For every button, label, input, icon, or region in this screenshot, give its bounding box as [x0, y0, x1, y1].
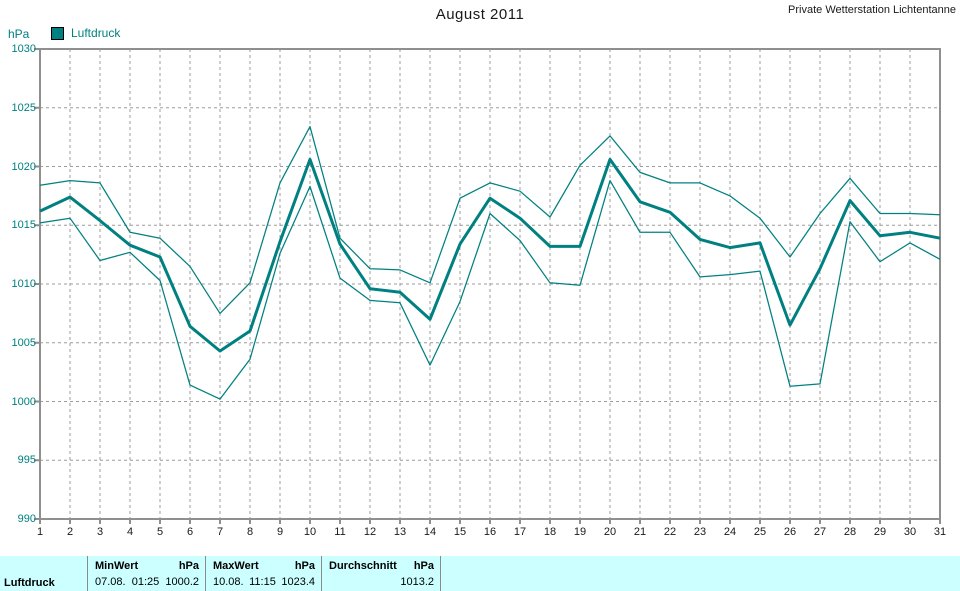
y-tick-label: 1000 — [11, 395, 36, 408]
x-tick-label: 31 — [933, 526, 947, 538]
summary-col-min: MinWert hPa 07.08. 01:25 1000.2 — [88, 556, 206, 591]
series-line-max — [39, 125, 941, 315]
x-tick-label: 8 — [246, 526, 254, 538]
x-tick-label: 27 — [813, 526, 827, 538]
pressure-chart — [34, 48, 941, 524]
x-tick-label: 26 — [783, 526, 797, 538]
y-tick-label: 1030 — [11, 43, 36, 55]
x-tick-label: 13 — [393, 526, 407, 538]
x-tick-label: 12 — [363, 526, 377, 538]
x-tick-label: 20 — [603, 526, 617, 538]
legend-swatch-icon — [51, 26, 64, 40]
x-tick-label: 23 — [693, 526, 707, 538]
x-tick-label: 5 — [156, 526, 164, 538]
x-tick-label: 14 — [423, 526, 437, 538]
x-tick-label: 11 — [334, 526, 346, 538]
x-tick-label: 21 — [633, 526, 647, 538]
x-tick-label: 29 — [873, 526, 887, 538]
max-header: MaxWert — [213, 559, 259, 572]
x-tick-label: 2 — [66, 526, 74, 538]
y-axis-unit-label: hPa — [8, 27, 30, 41]
x-tick-label: 17 — [513, 526, 527, 538]
x-tick-label: 10 — [303, 526, 317, 538]
x-tick-label: 3 — [96, 526, 104, 538]
legend: Luftdruck — [51, 26, 120, 40]
min-date: 07.08. — [95, 575, 126, 588]
max-value: 1023.4 — [281, 575, 315, 588]
x-tick-label: 16 — [483, 526, 497, 538]
x-tick-label: 25 — [753, 526, 767, 538]
max-date: 10.08. — [213, 575, 244, 588]
min-header: MinWert — [95, 559, 139, 572]
y-tick-label: 990 — [17, 513, 36, 525]
min-value: 1000.2 — [165, 575, 199, 588]
min-time: 01:25 — [131, 575, 160, 588]
page-title: August 2011 — [435, 6, 525, 23]
summary-table: Luftdruck MinWert hPa 07.08. 01:25 1000.… — [0, 556, 960, 591]
avg-header: Durchschnitt — [329, 559, 397, 572]
station-name: Private Wetterstation Lichtentanne — [788, 4, 956, 16]
series-line-min — [39, 179, 941, 400]
summary-col-max: MaxWert hPa 10.08. 11:15 1023.4 — [206, 556, 322, 591]
x-tick-label: 30 — [903, 526, 917, 538]
y-tick-label: 1010 — [11, 278, 36, 290]
x-tick-label: 4 — [126, 526, 134, 538]
x-tick-label: 15 — [453, 526, 467, 538]
max-time: 11:15 — [249, 575, 276, 588]
summary-col-empty — [441, 556, 960, 591]
x-tick-label: 6 — [186, 526, 194, 538]
summary-col-average: Durchschnitt hPa 1013.2 — [322, 556, 441, 591]
summary-row-label: Luftdruck — [4, 577, 55, 589]
series-line-mean — [39, 157, 941, 353]
y-tick-label: 1020 — [11, 160, 36, 173]
avg-value: 1013.2 — [400, 575, 434, 588]
x-tick-label: 9 — [276, 526, 284, 538]
y-tick-label: 1025 — [11, 101, 36, 114]
summary-col-parameter: Luftdruck — [0, 556, 88, 591]
x-tick-label: 28 — [843, 526, 857, 538]
min-unit: hPa — [178, 559, 199, 572]
y-tick-label: 1005 — [11, 336, 36, 349]
y-tick-label: 995 — [17, 454, 36, 467]
x-tick-label: 18 — [543, 526, 557, 538]
legend-label: Luftdruck — [71, 26, 121, 40]
y-tick-label: 1015 — [11, 219, 36, 232]
x-tick-label: 19 — [573, 526, 587, 538]
x-tick-label: 7 — [216, 526, 224, 538]
x-tick-label: 1 — [36, 526, 44, 538]
max-unit: hPa — [294, 559, 315, 572]
avg-unit: hPa — [413, 559, 434, 572]
x-tick-label: 22 — [663, 526, 677, 538]
x-tick-label: 24 — [723, 526, 737, 538]
